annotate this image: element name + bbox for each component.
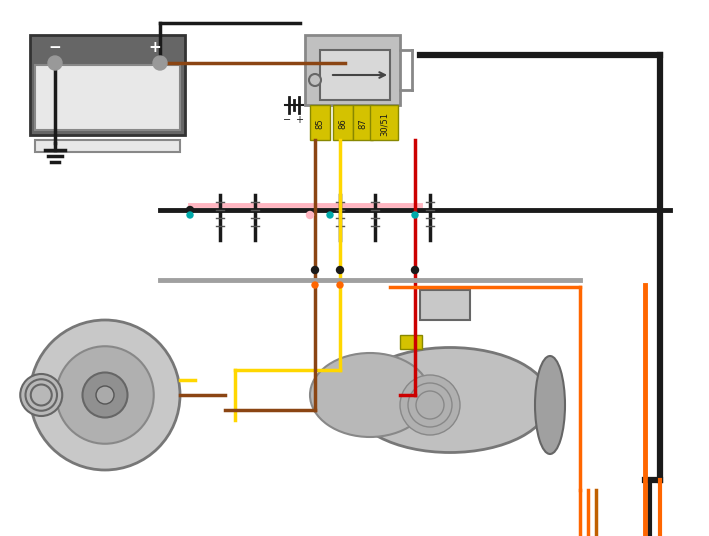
Circle shape <box>309 74 321 86</box>
Circle shape <box>306 212 313 219</box>
Circle shape <box>21 374 62 416</box>
Text: +: + <box>295 115 303 125</box>
Circle shape <box>48 56 62 70</box>
Circle shape <box>327 212 333 218</box>
Bar <box>420 290 470 320</box>
Circle shape <box>30 384 52 406</box>
Bar <box>353 105 373 140</box>
Text: 30/51: 30/51 <box>379 112 389 136</box>
Circle shape <box>82 373 128 418</box>
Circle shape <box>26 379 57 411</box>
Bar <box>310 105 330 140</box>
Ellipse shape <box>310 353 430 437</box>
Circle shape <box>411 266 418 273</box>
Circle shape <box>337 266 343 273</box>
Bar <box>400 335 422 349</box>
Bar <box>35 140 180 152</box>
Text: 86: 86 <box>338 118 347 129</box>
Circle shape <box>337 282 343 288</box>
Text: +: + <box>149 40 162 55</box>
Circle shape <box>187 212 193 218</box>
Circle shape <box>153 56 167 70</box>
Circle shape <box>186 206 194 213</box>
Bar <box>370 105 398 140</box>
Text: −: − <box>49 40 62 55</box>
Text: 87: 87 <box>359 118 367 129</box>
Bar <box>35 65 180 130</box>
Circle shape <box>400 375 460 435</box>
Text: −: − <box>283 115 291 125</box>
Circle shape <box>311 266 318 273</box>
Circle shape <box>30 320 180 470</box>
Circle shape <box>56 346 154 444</box>
Ellipse shape <box>535 356 565 454</box>
Circle shape <box>416 391 444 419</box>
Circle shape <box>412 212 418 218</box>
Bar <box>320 50 390 100</box>
Bar <box>333 105 353 140</box>
Circle shape <box>408 383 452 427</box>
Circle shape <box>312 282 318 288</box>
Bar <box>30 35 185 135</box>
Ellipse shape <box>350 347 550 452</box>
Bar <box>305 35 400 105</box>
Text: 85: 85 <box>316 118 325 129</box>
Circle shape <box>96 386 114 404</box>
